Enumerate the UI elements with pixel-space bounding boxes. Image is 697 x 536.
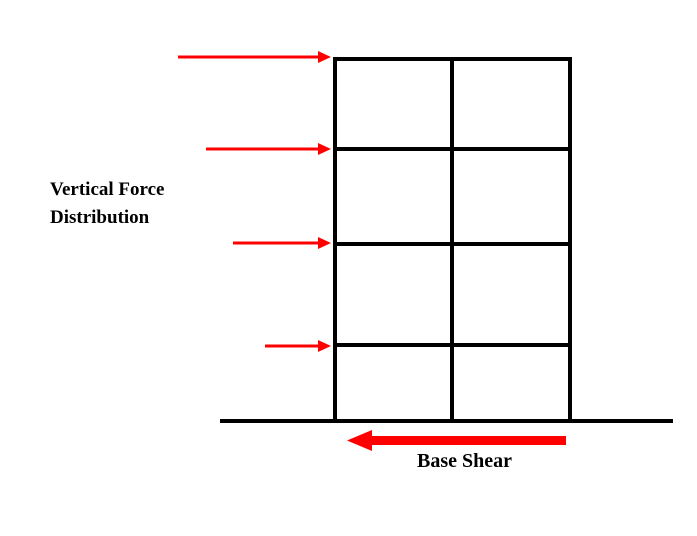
force-arrow-roof (178, 51, 331, 63)
force-arrow-level-2 (233, 237, 331, 249)
force-arrow-level-1 (265, 340, 331, 352)
vertical-force-line1: Vertical Force (50, 179, 165, 200)
vertical-force-line2: Distribution (50, 207, 150, 228)
base-shear-label: Base Shear (417, 450, 512, 472)
force-arrow-level-3 (206, 143, 331, 155)
base-shear-arrow (347, 430, 566, 451)
vertical-force-label: Vertical Force Distribution (50, 176, 164, 232)
